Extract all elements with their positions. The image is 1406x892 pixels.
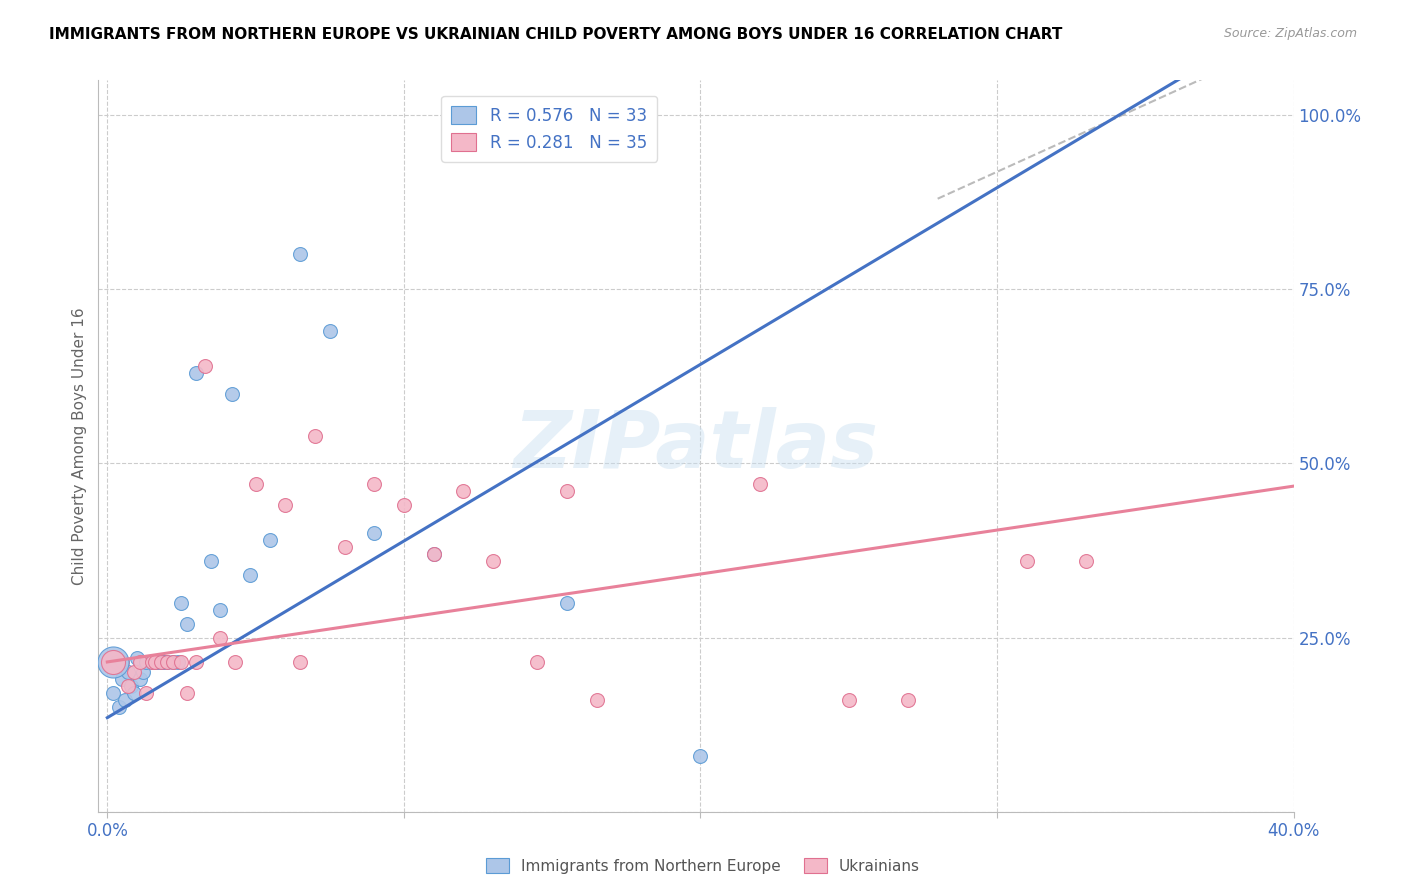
Point (208, 603, 231, 617)
Point (122, 686, 145, 700)
Point (156, 655, 179, 669)
Point (176, 686, 198, 700)
Text: Source: ZipAtlas.com: Source: ZipAtlas.com (1223, 27, 1357, 40)
Point (304, 428, 326, 442)
Point (208, 631, 231, 645)
Point (122, 665, 145, 680)
Point (141, 655, 163, 669)
Point (245, 477, 267, 491)
Point (555, 484, 578, 499)
Point (103, 655, 125, 669)
Point (526, 655, 548, 669)
Point (167, 655, 190, 669)
Point (129, 673, 152, 687)
Point (170, 655, 193, 669)
Point (585, 693, 607, 707)
Point (451, 484, 474, 499)
Point (363, 526, 385, 541)
Point (239, 567, 262, 582)
Point (120, 679, 142, 693)
Point (105, 655, 128, 669)
Point (333, 540, 356, 554)
Point (186, 366, 208, 380)
Point (200, 554, 222, 568)
Point (259, 533, 281, 547)
Point (224, 655, 246, 669)
Point (111, 655, 134, 669)
Point (194, 359, 217, 373)
Point (1015, 554, 1038, 568)
Point (162, 655, 184, 669)
Text: ZIPatlas: ZIPatlas (513, 407, 879, 485)
Point (288, 247, 311, 261)
Point (274, 498, 297, 512)
Point (170, 596, 193, 610)
Point (141, 655, 163, 669)
Point (143, 655, 166, 669)
Point (143, 655, 166, 669)
Point (186, 655, 208, 669)
Point (221, 386, 243, 401)
Text: IMMIGRANTS FROM NORTHERN EUROPE VS UKRAINIAN CHILD POVERTY AMONG BOYS UNDER 16 C: IMMIGRANTS FROM NORTHERN EUROPE VS UKRAI… (49, 27, 1063, 42)
Legend: R = 0.576   N = 33, R = 0.281   N = 35: R = 0.576 N = 33, R = 0.281 N = 35 (441, 96, 657, 161)
Point (125, 651, 148, 665)
Legend: Immigrants from Northern Europe, Ukrainians: Immigrants from Northern Europe, Ukraini… (479, 852, 927, 880)
Point (392, 498, 415, 512)
Point (422, 547, 444, 561)
Point (146, 655, 169, 669)
Point (162, 655, 184, 669)
Point (135, 655, 157, 669)
Point (132, 665, 155, 680)
Point (114, 693, 136, 707)
Point (422, 547, 444, 561)
Point (555, 596, 578, 610)
Point (838, 693, 860, 707)
Point (117, 679, 139, 693)
Point (176, 616, 198, 631)
Point (748, 477, 770, 491)
Point (111, 673, 134, 687)
Point (1074, 554, 1097, 568)
Point (117, 665, 139, 680)
Point (149, 655, 172, 669)
Point (363, 477, 385, 491)
Point (152, 655, 174, 669)
Y-axis label: Child Poverty Among Boys Under 16: Child Poverty Among Boys Under 16 (72, 307, 87, 585)
Point (108, 700, 131, 714)
Point (103, 655, 125, 669)
Point (103, 686, 125, 700)
Point (482, 554, 505, 568)
Point (135, 686, 157, 700)
Point (288, 655, 311, 669)
Point (319, 324, 342, 338)
Point (149, 655, 172, 669)
Point (897, 693, 920, 707)
Point (689, 749, 711, 764)
Point (129, 655, 152, 669)
Point (156, 655, 179, 669)
